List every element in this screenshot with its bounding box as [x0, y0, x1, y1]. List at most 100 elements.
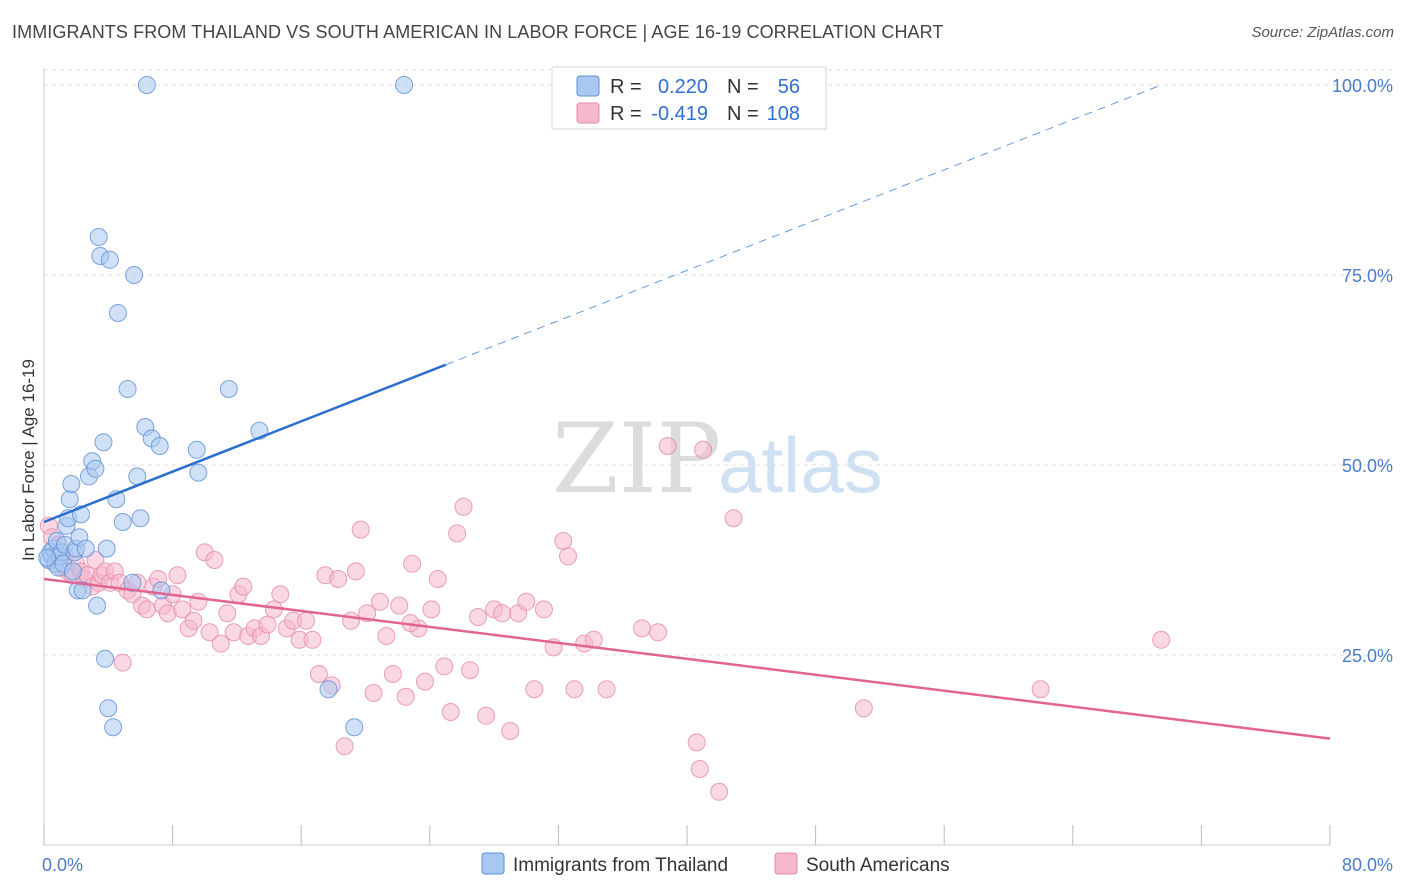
south-american-point: [435, 657, 454, 676]
thailand-point: [137, 76, 156, 94]
axes-layer: 0.0% 80.0%: [42, 68, 1393, 875]
thailand-point: [62, 475, 81, 493]
y-tick-label: 50.0%: [1342, 456, 1393, 476]
thailand-point: [152, 581, 171, 600]
south-american-point: [501, 722, 520, 740]
stats-r-value-south: -0.419: [651, 103, 708, 125]
stats-n-label: N =: [727, 76, 759, 98]
south-americans-points: [39, 437, 1171, 801]
south-american-point: [559, 547, 578, 566]
thailand-point: [76, 539, 95, 558]
thailand-point: [60, 490, 79, 509]
south-american-point: [493, 604, 512, 623]
watermark-zip: ZIP: [552, 403, 721, 515]
south-american-point: [218, 604, 237, 623]
watermark-atlas: atlas: [718, 421, 883, 509]
stats-r-label: R =: [610, 76, 642, 98]
south-american-point: [189, 592, 208, 611]
grid-layer: 25.0% 50.0% 75.0% 100.0%: [44, 69, 1395, 666]
south-american-point: [1031, 680, 1050, 699]
south-american-point: [554, 532, 573, 550]
thailand-point: [150, 437, 169, 455]
thailand-point: [125, 266, 144, 284]
south-american-point: [364, 684, 383, 702]
stats-r-label: R =: [610, 103, 642, 125]
thailand-point: [97, 539, 116, 558]
legend-swatch-south: [774, 852, 798, 875]
south-american-point: [377, 627, 396, 645]
thailand-point: [108, 304, 127, 322]
south-american-point: [309, 665, 328, 683]
y-tick-label: 75.0%: [1342, 266, 1393, 286]
south-american-point: [173, 600, 192, 619]
thailand-point: [104, 718, 123, 737]
thailand-point: [99, 699, 118, 718]
watermark: ZIP atlas: [552, 403, 883, 515]
south-american-point: [854, 699, 873, 718]
south-american-point: [534, 600, 553, 619]
trend-layer: [43, 84, 1331, 740]
south-american-point: [448, 524, 467, 543]
south-american-point: [184, 611, 203, 630]
thailand-point: [345, 718, 364, 737]
south-american-point: [403, 554, 422, 573]
thailand-point: [131, 509, 150, 528]
south-american-point: [632, 619, 651, 638]
y-tick-label: 100.0%: [1332, 76, 1393, 96]
south-american-point: [200, 623, 219, 642]
thailand-point: [73, 581, 92, 600]
thailand-point: [395, 76, 414, 94]
stats-n-label: N =: [727, 103, 759, 125]
thailand-point: [100, 250, 119, 269]
thailand-point: [88, 596, 107, 615]
thailand-trend-line: [43, 363, 447, 524]
south-american-point: [396, 687, 415, 706]
south-american-point: [694, 440, 713, 459]
south-american-point: [137, 600, 156, 619]
stats-n-value-thailand: 56: [778, 76, 800, 98]
south-american-point: [168, 566, 187, 585]
legend-label-thailand: Immigrants from Thailand: [513, 855, 728, 876]
thailand-point: [38, 548, 57, 567]
thailand-point: [187, 440, 206, 459]
south-american-point: [454, 497, 473, 516]
stats-r-value-thailand: 0.220: [658, 76, 708, 98]
thailand-trend-extension: [445, 84, 1162, 366]
south-american-point: [477, 706, 496, 725]
y-axis-label: In Labor Force | Age 16-19: [19, 359, 38, 561]
thailand-point: [96, 649, 115, 668]
legend: Immigrants from Thailand South Americans: [481, 852, 950, 876]
south-american-point: [113, 653, 132, 672]
stats-swatch-south: [576, 102, 600, 124]
chart-title: IMMIGRANTS FROM THAILAND VS SOUTH AMERIC…: [12, 22, 944, 42]
thailand-point: [123, 573, 142, 592]
thailand-point: [113, 513, 132, 531]
south-american-point: [710, 782, 729, 801]
south-american-point: [690, 760, 709, 778]
south-american-point: [297, 611, 316, 630]
south-american-point: [687, 733, 706, 752]
south-american-point: [329, 570, 348, 588]
south-american-point: [383, 665, 402, 683]
south-american-point: [469, 608, 488, 626]
south-american-point: [517, 592, 536, 611]
thailand-point: [89, 228, 108, 246]
legend-swatch-thailand: [481, 852, 505, 875]
stats-n-value-south: 108: [767, 103, 800, 125]
stats-box: R = 0.220 N = 56 R = -0.419 N = 108: [551, 66, 827, 130]
chart-source: Source: ZipAtlas.com: [1251, 24, 1394, 41]
thailand-point: [118, 380, 137, 398]
south-american-point: [658, 437, 677, 455]
south-american-point: [422, 600, 441, 619]
south-american-point: [271, 585, 290, 604]
south-american-point: [441, 703, 460, 721]
south-american-point: [415, 672, 434, 691]
south-american-point: [724, 509, 743, 528]
legend-label-south: South Americans: [806, 855, 950, 876]
thailand-point: [189, 463, 208, 482]
south-american-point: [525, 680, 544, 699]
thailand-point: [94, 433, 113, 452]
south-american-point: [342, 611, 361, 630]
south-americans-trend-line: [43, 577, 1331, 740]
